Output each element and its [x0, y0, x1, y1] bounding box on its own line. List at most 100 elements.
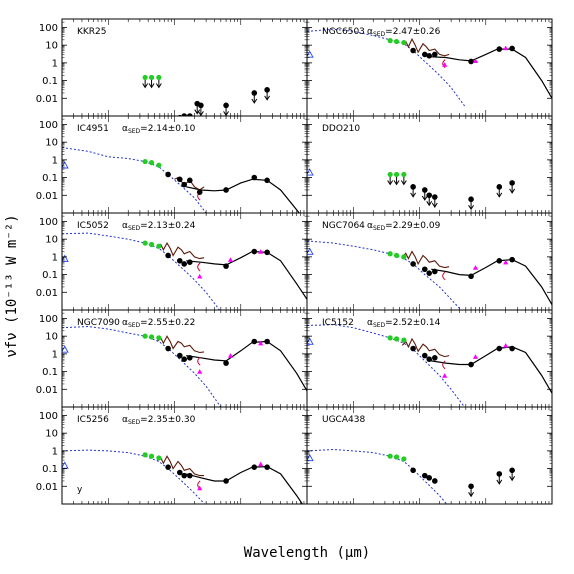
panel-plot-area — [62, 325, 307, 407]
photometry-point — [181, 472, 188, 479]
photometry-upper-limit-arrowhead — [421, 195, 428, 201]
alpha-value: =2.52±0.14 — [385, 318, 440, 328]
irac-upper-limit-arrowhead — [400, 180, 407, 186]
dust-model-curve — [186, 340, 307, 392]
irac-upper-limit-arrowhead — [142, 83, 149, 89]
photometry-point — [165, 171, 171, 178]
irac-point — [393, 38, 400, 45]
photometry-point — [468, 273, 474, 280]
photometry-point — [410, 467, 416, 474]
stellar-model-curve — [307, 448, 448, 504]
y-tick-label: 10 — [45, 138, 58, 149]
photometry-point — [223, 478, 229, 484]
photometry-point — [223, 187, 229, 193]
alpha-symbol: α — [122, 221, 128, 231]
panel-plot-area — [307, 168, 516, 211]
model-band-point — [197, 485, 203, 491]
photometry-point — [181, 356, 188, 363]
stellar-model-curve — [307, 240, 462, 310]
alpha-subscript: SED — [128, 128, 141, 135]
alpha-subscript: SED — [128, 419, 141, 426]
photometry-point — [410, 345, 416, 352]
photometry-upper-limit-arrowhead — [509, 476, 516, 482]
irac-upper-limit-arrowhead — [387, 180, 394, 186]
photometry-point — [421, 472, 428, 479]
y-tick-label: 0.1 — [42, 367, 58, 378]
panel-name: NGC7064 — [322, 221, 365, 231]
photometry-point — [426, 475, 433, 481]
photometry-point — [421, 51, 428, 58]
panel-alpha: αSED=2.35±0.30 — [122, 415, 196, 426]
alpha-symbol: α — [367, 221, 373, 231]
photometry-point — [468, 196, 474, 203]
photometry-upper-limit-arrowhead — [410, 192, 417, 198]
uv-point — [62, 345, 69, 353]
stellar-model-curve — [62, 449, 206, 504]
irac-point — [401, 39, 407, 46]
dust-model-curve — [431, 48, 552, 99]
photometry-upper-limit-arrowhead — [468, 492, 474, 498]
alpha-symbol: α — [367, 27, 373, 37]
irac-point — [142, 74, 148, 81]
irs-spectrum — [157, 455, 205, 477]
dust-model-curve — [186, 250, 307, 300]
sed-panel: IC5152 αSED=2.52±0.14 — [306, 309, 553, 408]
uv-point — [296, 51, 302, 57]
panel-note: y — [77, 485, 83, 495]
irac-point — [393, 252, 400, 259]
panel-plot-area — [307, 324, 552, 407]
panel-name: IC5152 — [322, 318, 354, 328]
stellar-model-curve — [307, 324, 466, 407]
irac-upper-limit-arrowhead — [148, 83, 155, 89]
photometry-point — [251, 90, 258, 96]
model-band-point — [258, 249, 264, 254]
photometry-point — [176, 176, 183, 183]
irs-spectrum — [401, 250, 450, 269]
irac-upper-limit-arrowhead — [393, 180, 400, 186]
irac-point — [142, 240, 148, 246]
panel-alpha: αSED=2.14±0.10 — [122, 124, 196, 135]
photometry-point — [251, 464, 258, 470]
photometry-point — [468, 58, 474, 65]
photometry-upper-limit-arrowhead — [431, 202, 438, 208]
y-tick-label: 100 — [39, 120, 58, 131]
model-band-point — [442, 373, 448, 378]
broken-curve-glyph — [197, 356, 201, 366]
photometry-point — [186, 177, 193, 184]
photometry-upper-limit-arrowhead — [194, 109, 201, 115]
panel-plot-area — [62, 147, 301, 213]
y-tick-label: 1 — [52, 155, 58, 166]
photometry-point — [223, 263, 229, 269]
photometry-point — [264, 464, 270, 470]
photometry-point — [431, 51, 438, 58]
model-band-point — [472, 354, 479, 359]
panel-name: IC4951 — [77, 124, 109, 134]
photometry-point — [198, 102, 204, 109]
photometry-point — [186, 472, 193, 479]
y-tick-label: 100 — [39, 217, 58, 228]
photometry-point — [251, 174, 258, 181]
y-tick-label: 0.1 — [42, 464, 58, 475]
panel-name: UGCA438 — [322, 415, 365, 425]
photometry-upper-limit-arrowhead — [496, 479, 503, 485]
y-tick-label: 1 — [52, 58, 58, 69]
photometry-point — [410, 261, 416, 267]
photometry-point — [509, 180, 515, 186]
panel-plot-area — [307, 240, 552, 310]
stellar-model-curve — [307, 28, 467, 108]
photometry-point — [181, 113, 188, 116]
stellar-model-curve — [62, 325, 222, 407]
alpha-symbol: α — [122, 415, 128, 425]
photometry-point — [468, 483, 474, 490]
model-band-point — [472, 58, 479, 64]
stellar-model-curve — [62, 147, 207, 213]
photometry-point — [421, 266, 428, 273]
model-band-point — [442, 62, 448, 67]
irac-point — [387, 251, 393, 257]
uv-point — [296, 455, 302, 461]
photometry-point — [431, 478, 438, 484]
irac-point — [156, 455, 162, 461]
y-axis-title: νfν (10⁻¹³ W m⁻²) — [4, 214, 20, 357]
irs-spectrum — [401, 337, 450, 358]
